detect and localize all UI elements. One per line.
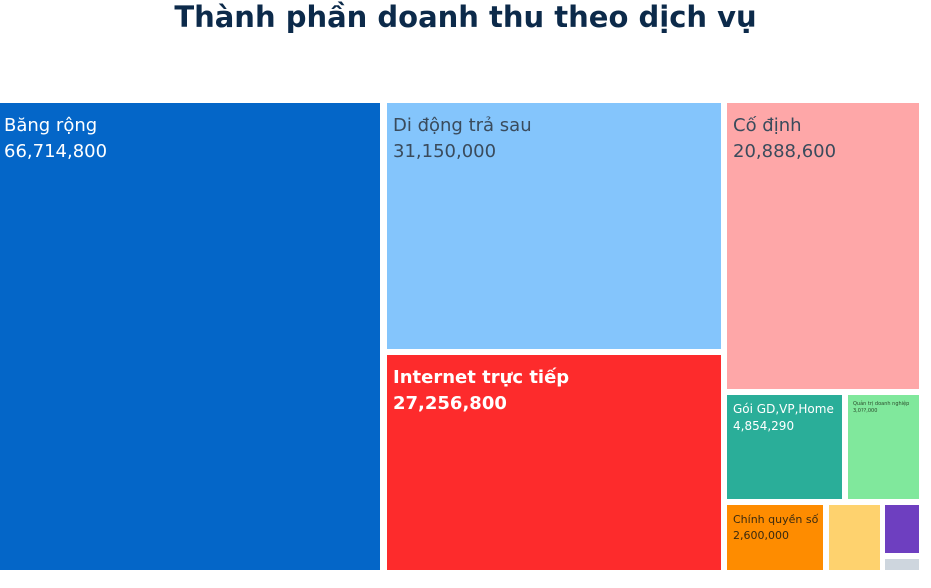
treemap-tile-di-dong-tra-sau[interactable]: Di động trả sau 31,150,000	[387, 103, 721, 349]
treemap-tile-co-dinh[interactable]: Cố định 20,888,600	[727, 103, 919, 389]
chart-title: Thành phần doanh thu theo dịch vụ	[174, 0, 757, 34]
treemap-tile-goi-gd-vp-home[interactable]: Gói GD,VP,Home 4,854,290	[727, 395, 842, 499]
treemap-tile-bang-rong[interactable]: Băng rộng 66,714,800	[0, 103, 380, 570]
tile-label: Quản trị doanh nghiệp	[853, 401, 910, 407]
tile-value: 31,150,000	[393, 141, 497, 162]
treemap-tile-item-10[interactable]	[885, 559, 919, 570]
tile-label: Băng rộng	[4, 115, 98, 136]
tile-value: 2,600,000	[733, 529, 789, 542]
tile-value: 20,888,600	[733, 141, 837, 162]
treemap-tile-item-9[interactable]	[885, 505, 919, 553]
tile-label: Cố định	[733, 115, 802, 136]
tile-label: Chính quyền số	[733, 513, 819, 526]
treemap-tile-chinh-quyen-so[interactable]: Chính quyền số 2,600,000	[727, 505, 823, 570]
treemap-tile-item-8[interactable]	[829, 505, 880, 570]
treemap-tile-internet-truc-tiep[interactable]: Internet trực tiếp 27,256,800	[387, 355, 721, 570]
tile-value: 4,854,290	[733, 419, 795, 433]
treemap-tile-quan-tri-doanh-nghiep[interactable]: Quản trị doanh nghiệp 3,0??,000	[848, 395, 919, 499]
tile-label: Gói GD,VP,Home	[733, 402, 834, 416]
tile-label: Di động trả sau	[393, 115, 532, 136]
tile-value: 66,714,800	[4, 141, 108, 162]
tile-value: 3,0??,000	[853, 408, 878, 414]
tile-value: 27,256,800	[393, 393, 507, 414]
tile-label: Internet trực tiếp	[393, 367, 570, 388]
